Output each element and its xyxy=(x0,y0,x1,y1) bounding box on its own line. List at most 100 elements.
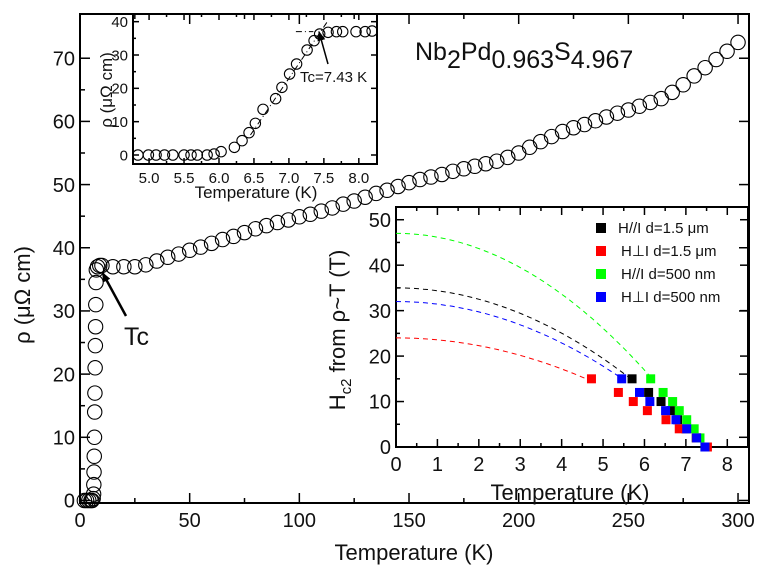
data-point xyxy=(87,337,104,354)
x-tick-label: 8 xyxy=(722,454,733,476)
x-tick-label: 0 xyxy=(74,510,85,532)
data-point xyxy=(532,133,549,150)
data-point xyxy=(719,43,735,60)
data-point xyxy=(142,149,155,161)
data-square xyxy=(671,415,681,425)
data-point xyxy=(434,166,450,183)
data-point xyxy=(445,163,461,180)
x-tick-label: 2 xyxy=(473,454,484,476)
y-tick-label: 50 xyxy=(369,210,391,232)
inset-y-axis-label: ρ (μΩ cm) xyxy=(97,52,116,128)
data-point xyxy=(675,77,691,93)
data-point xyxy=(609,105,626,121)
data-point xyxy=(642,94,659,111)
data-point xyxy=(301,44,313,56)
data-point xyxy=(192,239,209,255)
title-part: S xyxy=(554,38,571,66)
data-point xyxy=(686,68,702,84)
data-point xyxy=(149,253,165,269)
data-point xyxy=(620,102,637,118)
data-point xyxy=(324,200,340,216)
x-tick-label: 8.0 xyxy=(348,170,369,187)
y-tick-label: 20 xyxy=(369,346,391,368)
data-square xyxy=(668,397,678,407)
y-tick-label: 40 xyxy=(369,255,391,277)
data-square xyxy=(646,374,656,384)
data-point xyxy=(631,98,648,114)
data-square xyxy=(644,387,654,397)
data-point xyxy=(423,169,439,185)
data-point xyxy=(357,189,373,205)
fit-curve xyxy=(395,301,622,379)
fit-line xyxy=(250,21,328,136)
data-point xyxy=(181,242,198,259)
x-tick-label: 7.0 xyxy=(278,170,299,187)
data-point xyxy=(88,296,104,313)
legend-label: H⊥I d=1.5 μm xyxy=(621,243,717,260)
legend-swatch xyxy=(596,269,606,279)
tc-annotation: Tc xyxy=(124,323,149,351)
y-tick-label: 0 xyxy=(120,147,128,164)
legend-label: H⊥I d=500 nm xyxy=(621,289,720,306)
x-tick-label: 7 xyxy=(680,454,691,476)
data-square xyxy=(674,406,684,416)
data-square xyxy=(666,406,676,416)
legend-label: H//I d=500 nm xyxy=(621,266,716,283)
data-point xyxy=(86,448,103,464)
x-tick-label: 100 xyxy=(283,510,316,532)
data-point xyxy=(228,141,241,154)
y-tick-label: 40 xyxy=(111,14,128,31)
data-point xyxy=(86,476,102,493)
y-tick-label: 60 xyxy=(53,112,75,134)
data-point xyxy=(258,217,275,234)
data-point xyxy=(576,116,593,133)
y-axis-label: ρ (μΩ cm) xyxy=(10,246,35,344)
title-part: Nb xyxy=(415,38,447,66)
tc-value-annotation: Tc=7.43 K xyxy=(300,69,367,86)
y-tick-label: 10 xyxy=(369,392,391,414)
fit-curve xyxy=(396,287,633,381)
data-point xyxy=(116,258,132,275)
data-point xyxy=(87,318,104,335)
data-point xyxy=(368,185,384,202)
fit-curve xyxy=(396,232,652,378)
x-tick-label: 3 xyxy=(515,454,526,476)
data-point xyxy=(291,209,308,225)
data-point xyxy=(138,257,154,273)
x-tick-label: 150 xyxy=(392,510,425,532)
data-point xyxy=(730,34,746,51)
data-point xyxy=(86,404,103,420)
data-point xyxy=(708,51,724,68)
y-tick-label: 20 xyxy=(111,81,128,98)
tc-arrow xyxy=(101,271,128,317)
ylabel-part: H xyxy=(325,394,350,410)
data-square xyxy=(656,397,666,407)
data-point xyxy=(379,182,395,199)
inset-x-axis-label: Temperature (K) xyxy=(195,183,318,202)
data-point xyxy=(105,258,121,275)
ylabel-part: from ρ~T (T) xyxy=(325,250,350,379)
data-point xyxy=(499,149,516,166)
data-point xyxy=(185,149,197,161)
data-square xyxy=(692,433,702,443)
plot-frame xyxy=(395,206,749,448)
data-point xyxy=(150,149,162,161)
data-point xyxy=(390,178,406,195)
x-tick-label: 5.0 xyxy=(139,170,160,187)
data-point xyxy=(521,139,538,156)
data-point xyxy=(167,149,179,161)
data-point xyxy=(191,149,204,161)
data-point xyxy=(208,148,220,160)
data-point xyxy=(276,81,288,94)
x-axis-label: Temperature (K) xyxy=(335,540,494,565)
data-square xyxy=(627,374,637,384)
data-square xyxy=(689,424,699,434)
y-tick-label: 0 xyxy=(64,491,75,513)
data-point xyxy=(87,385,103,401)
data-square xyxy=(682,424,692,434)
x-tick-label: 7.5 xyxy=(313,170,334,187)
data-point xyxy=(478,155,494,172)
data-point xyxy=(86,464,102,480)
legend-swatch xyxy=(596,246,606,256)
